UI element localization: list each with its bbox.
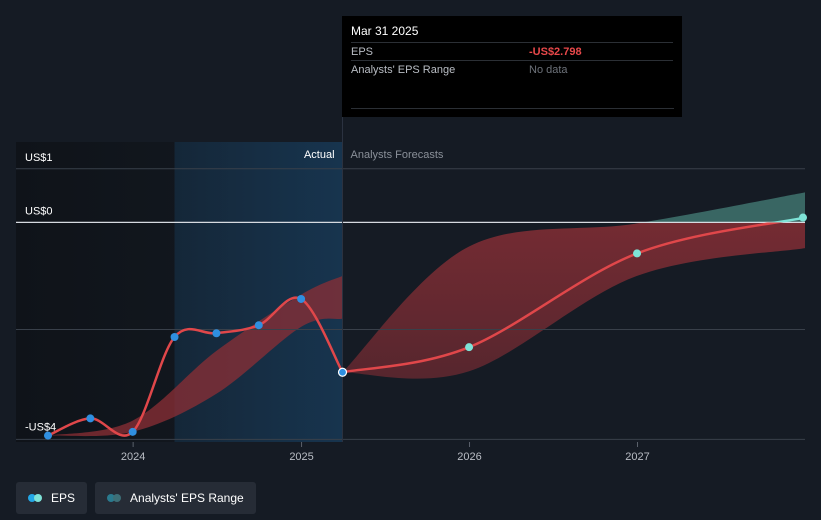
actual-label: Actual xyxy=(304,149,335,161)
eps-point[interactable] xyxy=(44,431,52,440)
legend-dot xyxy=(34,494,42,502)
forecast-eps-point[interactable] xyxy=(633,249,642,258)
eps-point[interactable] xyxy=(212,329,221,338)
legend-dot xyxy=(28,494,36,502)
tooltip-eps-value: -US$2.798 xyxy=(529,46,582,58)
forecast-eps-range-band-negative xyxy=(342,222,805,379)
y-axis-label: US$0 xyxy=(25,205,53,217)
legend-label-eps: EPS xyxy=(51,491,76,505)
forecast-label: Analysts Forecasts xyxy=(351,149,444,161)
forecast-eps-point[interactable] xyxy=(799,213,807,222)
eps-point[interactable] xyxy=(128,427,137,436)
legend-item-eps-range[interactable]: Analysts' EPS Range xyxy=(95,482,256,514)
x-axis-label: 2026 xyxy=(457,451,481,463)
x-axis-label: 2027 xyxy=(625,451,649,463)
tooltip-date: Mar 31 2025 xyxy=(351,24,419,38)
tooltip-range-label: Analysts' EPS Range xyxy=(351,64,456,76)
legend-dot xyxy=(113,494,122,502)
legend-item-eps[interactable]: EPS xyxy=(16,482,88,514)
y-axis-label: -US$4 xyxy=(25,422,56,434)
historic-eps-range-band xyxy=(48,275,343,437)
eps-point[interactable] xyxy=(170,333,179,341)
eps-forecast-line xyxy=(342,222,785,374)
eps-point-selected[interactable] xyxy=(337,367,348,377)
eps-chart: US$1 US$0 -US$4 2024 2025 2026 2027 Actual Analy… xyxy=(16,16,807,463)
tooltip-row-eps: EPS -US$2.798 xyxy=(351,42,673,60)
eps-range-legend-icon xyxy=(107,493,123,503)
hover-tooltip: Mar 31 2025 EPS -US$2.798 Analysts' EPS … xyxy=(342,16,682,117)
forecast-eps-point[interactable] xyxy=(465,343,474,352)
tooltip-row-range: Analysts' EPS Range No data xyxy=(351,60,673,78)
legend-label-eps-range: Analysts' EPS Range xyxy=(130,491,244,505)
eps-point[interactable] xyxy=(297,294,306,303)
tooltip-eps-label: EPS xyxy=(351,46,374,58)
chart-legend: EPS Analysts' EPS Range xyxy=(16,482,256,514)
eps-point[interactable] xyxy=(86,414,95,423)
y-axis-label: US$1 xyxy=(25,152,53,164)
legend-dot xyxy=(107,494,116,502)
forecast-eps-range-band-positive xyxy=(643,192,805,223)
x-axis-label: 2024 xyxy=(121,451,145,463)
eps-legend-icon xyxy=(28,493,44,503)
tooltip-divider xyxy=(351,108,674,109)
tooltip-range-value: No data xyxy=(529,64,568,76)
eps-point[interactable] xyxy=(254,321,263,330)
x-axis-label: 2025 xyxy=(289,451,313,463)
